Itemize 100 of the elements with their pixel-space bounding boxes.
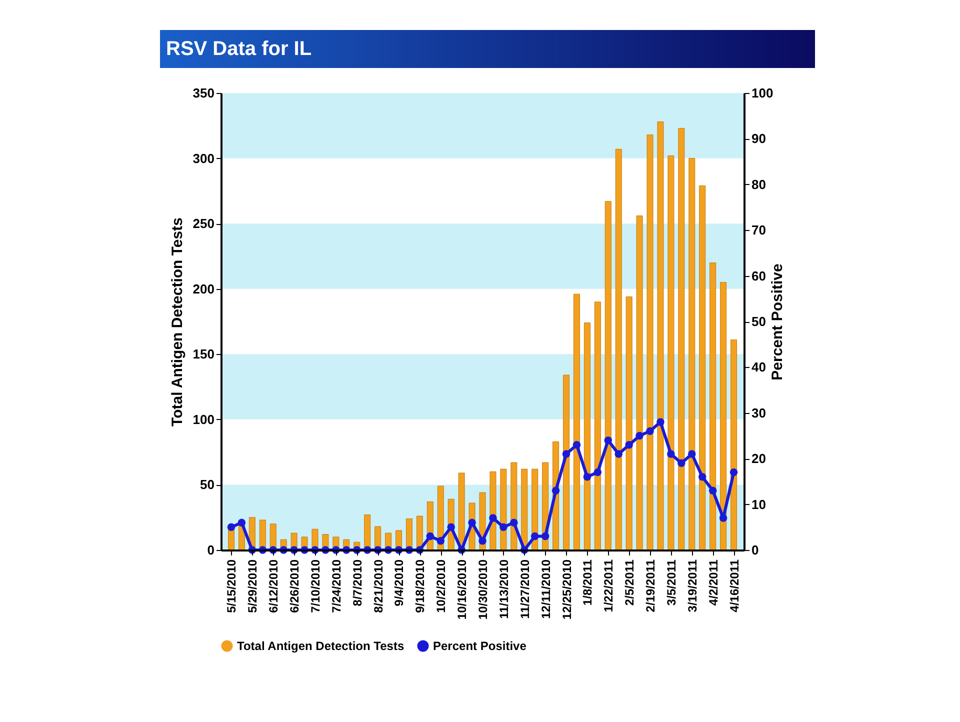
y2-tick-label: 20 xyxy=(752,451,766,466)
x-tick-label: 8/7/2010 xyxy=(350,559,364,606)
y-tick-label: 50 xyxy=(200,477,214,492)
x-tick-label: 2/5/2011 xyxy=(622,559,637,606)
y-axis-title: Total Antigen Detection Tests xyxy=(168,218,186,426)
chart-title: RSV Data for IL xyxy=(166,38,312,60)
point xyxy=(500,523,508,532)
point xyxy=(730,468,738,476)
x-tick-label: 12/11/2010 xyxy=(538,559,553,619)
bar xyxy=(458,472,465,550)
y2-axis-title: Percent Positive xyxy=(769,264,786,380)
x-tick-label: 11/13/2010 xyxy=(496,559,511,619)
bar xyxy=(678,128,685,550)
point xyxy=(227,523,236,532)
bar xyxy=(521,468,528,550)
bar xyxy=(720,282,727,550)
x-tick-label: 11/27/2010 xyxy=(518,559,532,619)
y2-tick-label: 60 xyxy=(752,268,766,284)
y2-tick-label: 80 xyxy=(752,176,766,192)
bar xyxy=(364,514,371,550)
y2-tick-label: 0 xyxy=(752,542,759,558)
point xyxy=(678,459,686,468)
point xyxy=(625,441,633,449)
point xyxy=(238,518,246,526)
y2-tick-label: 10 xyxy=(752,496,766,512)
y2-tick-label: 70 xyxy=(752,222,766,238)
x-tick-label: 5/15/2010 xyxy=(224,559,239,613)
bar xyxy=(563,374,570,550)
point xyxy=(656,418,664,426)
y2-tick-label: 40 xyxy=(752,360,766,375)
point xyxy=(489,514,497,522)
bar xyxy=(636,215,643,550)
y2-tick-label: 100 xyxy=(752,86,774,100)
x-tick-label: 10/16/2010 xyxy=(455,559,470,620)
x-tick-label: 2/19/2011 xyxy=(644,559,658,612)
point xyxy=(698,473,706,481)
point xyxy=(708,486,717,494)
x-tick-label: 4/2/2011 xyxy=(706,559,720,606)
x-tick-label: 1/8/2011 xyxy=(580,559,595,606)
point xyxy=(614,450,622,458)
bar xyxy=(710,262,716,550)
point xyxy=(719,514,728,522)
point xyxy=(604,436,612,444)
point xyxy=(510,518,518,526)
x-tick-label: 6/12/2010 xyxy=(266,559,281,613)
bar xyxy=(532,468,538,550)
x-tick-label: 12/25/2010 xyxy=(560,559,574,620)
bar xyxy=(730,340,738,550)
point xyxy=(468,518,476,526)
y2-tick-label: 50 xyxy=(752,314,766,329)
bar xyxy=(594,302,601,550)
x-tick-label: 10/30/2010 xyxy=(476,559,490,620)
bar xyxy=(626,296,632,550)
point xyxy=(436,536,444,545)
point xyxy=(426,532,434,540)
point xyxy=(667,450,675,458)
x-tick-label: 9/4/2010 xyxy=(392,559,406,606)
point xyxy=(447,523,455,532)
y-tick-label: 300 xyxy=(192,150,214,166)
x-tick-label: 10/2/2010 xyxy=(434,559,448,613)
legend-label: Total Antigen Detection Tests xyxy=(237,639,404,653)
x-tick-label: 7/24/2010 xyxy=(329,559,344,613)
x-tick-label: 7/10/2010 xyxy=(308,559,322,613)
bar xyxy=(657,121,664,550)
bar xyxy=(699,185,706,550)
y-tick-label: 350 xyxy=(192,86,214,100)
y-tick-label: 100 xyxy=(192,412,214,427)
x-tick-label: 6/26/2010 xyxy=(288,559,302,613)
x-tick-label: 4/16/2011 xyxy=(727,559,742,612)
y-tick-label: 150 xyxy=(192,346,214,362)
y-tick-label: 200 xyxy=(192,281,214,296)
x-tick-label: 9/18/2010 xyxy=(413,559,428,613)
y-tick-label: 250 xyxy=(192,216,214,232)
point xyxy=(552,486,560,494)
point xyxy=(636,432,644,440)
y2-tick-label: 30 xyxy=(752,405,766,420)
y-tick-label: 0 xyxy=(207,542,214,558)
y2-tick-label: 90 xyxy=(752,131,766,146)
point xyxy=(541,532,550,540)
bar xyxy=(668,155,674,550)
bar xyxy=(584,322,590,550)
x-tick-label: 1/22/2011 xyxy=(602,559,616,612)
bar xyxy=(500,468,507,550)
bar xyxy=(688,158,696,550)
bar xyxy=(604,201,612,550)
x-tick-label: 8/21/2010 xyxy=(371,559,386,613)
legend-label: Percent Positive xyxy=(433,639,527,653)
point xyxy=(572,441,581,449)
point xyxy=(562,450,570,458)
bar xyxy=(646,134,654,550)
bar xyxy=(615,148,622,550)
point xyxy=(688,450,696,458)
x-tick-label: 5/29/2010 xyxy=(246,559,260,613)
x-tick-label: 3/5/2011 xyxy=(664,559,678,606)
point xyxy=(646,427,654,436)
point xyxy=(478,536,486,545)
x-tick-label: 3/19/2011 xyxy=(685,559,700,612)
point xyxy=(530,532,539,540)
point xyxy=(594,468,602,476)
bar xyxy=(573,294,580,550)
